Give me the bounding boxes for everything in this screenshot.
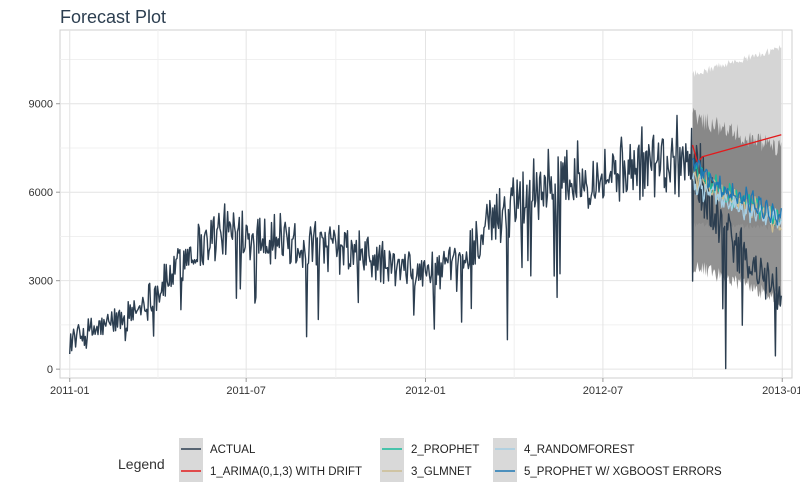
series-line-5 bbox=[692, 157, 782, 226]
y-tick-label: 0 bbox=[47, 364, 53, 376]
legend-label: 5_PROPHET W/ XGBOOST ERRORS bbox=[524, 466, 722, 478]
legend-label: 3_GLMNET bbox=[411, 466, 472, 478]
grid-lines bbox=[60, 30, 792, 378]
legend-label: 4_RANDOMFOREST bbox=[524, 444, 635, 456]
y-tick-label: 9000 bbox=[29, 99, 53, 111]
x-tick-label: 2013-01 bbox=[762, 385, 800, 397]
legend-label: 1_ARIMA(0,1,3) WITH DRIFT bbox=[210, 466, 362, 478]
series-line-0 bbox=[69, 114, 782, 370]
y-tick-label: 3000 bbox=[29, 276, 53, 288]
series-lines bbox=[69, 114, 782, 370]
series-line-4 bbox=[691, 172, 782, 229]
x-axis-ticks: 2011-01 2011-07 2012-01 2012-07 2013-01 bbox=[50, 378, 800, 397]
x-tick-label: 2011-01 bbox=[50, 385, 90, 397]
y-tick-label: 6000 bbox=[29, 187, 53, 199]
prediction-interval-band bbox=[692, 107, 782, 306]
x-tick-label: 2011-07 bbox=[226, 385, 266, 397]
legend: Legend ACTUAL 1_ARIMA(0,1,3) WITH DRIFT 2_… bbox=[118, 438, 722, 482]
y-axis-ticks: 0 3000 6000 9000 bbox=[29, 99, 60, 376]
x-tick-label: 2012-01 bbox=[405, 385, 445, 397]
legend-title: Legend bbox=[118, 456, 165, 472]
legend-label: 2_PROPHET bbox=[411, 444, 479, 456]
legend-label: ACTUAL bbox=[210, 444, 256, 456]
chart-title: Forecast Plot bbox=[60, 7, 166, 27]
series-line-1 bbox=[691, 134, 782, 164]
x-tick-label: 2012-07 bbox=[583, 385, 623, 397]
